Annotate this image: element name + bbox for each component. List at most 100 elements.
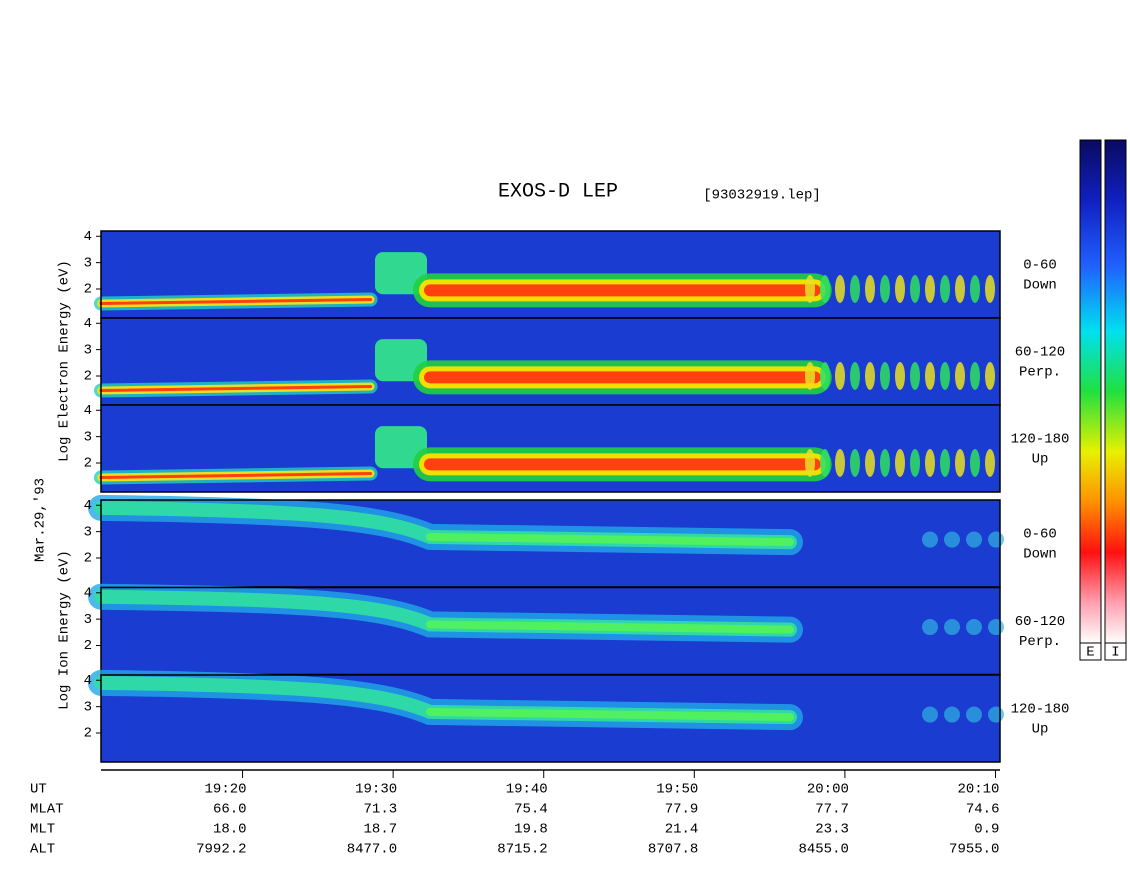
spectrogram-blob xyxy=(955,362,965,390)
x-tick-label: 19:30 xyxy=(355,782,397,798)
row-value: 8707.8 xyxy=(648,842,698,858)
y-tick-label: 4 xyxy=(84,673,92,689)
row-value: 19.8 xyxy=(514,822,548,838)
spectrogram-blob xyxy=(375,252,427,295)
panel-label: Down xyxy=(1023,278,1057,294)
panel-label: 120-180 xyxy=(1011,432,1070,448)
spectrogram-blob xyxy=(835,449,845,477)
spectrogram-band xyxy=(426,532,794,547)
spectrogram-blob xyxy=(925,362,935,390)
spectrogram-blob xyxy=(966,619,982,636)
spectrogram-blob xyxy=(865,362,875,390)
spectrogram-blob xyxy=(922,706,938,723)
y-tick-label: 2 xyxy=(84,369,92,385)
spectrogram-blob xyxy=(985,275,995,303)
spectrogram-blob xyxy=(925,275,935,303)
spectrogram-band xyxy=(99,472,373,479)
panel-label: 60-120 xyxy=(1015,614,1065,630)
plot-area: 2 3 4 0-60 Down 2 3 4 60-120 Perp. 2 3 4 120-180 Up 2 3 4… xyxy=(30,139,1127,858)
y-tick-label: 3 xyxy=(84,429,92,445)
y-tick-label: 3 xyxy=(84,342,92,358)
spectrogram-blob xyxy=(895,449,905,477)
spectrogram-blob xyxy=(850,362,860,390)
spectrogram-blob xyxy=(880,362,890,390)
spectrogram-blob xyxy=(895,362,905,390)
spectrogram-blob xyxy=(910,275,920,303)
y-tick-label: 2 xyxy=(84,456,92,472)
row-value: 7955.0 xyxy=(949,842,999,858)
x-tick-label: 20:00 xyxy=(807,782,849,798)
spectrogram-blob xyxy=(850,275,860,303)
spectrogram-blob xyxy=(925,449,935,477)
y-tick-label: 2 xyxy=(84,638,92,654)
row-label: UT xyxy=(30,782,47,798)
panel-label: Perp. xyxy=(1019,634,1061,650)
spectrogram-texture xyxy=(94,339,995,398)
spectrogram-blob xyxy=(910,449,920,477)
y-tick-label: 2 xyxy=(84,726,92,742)
spectrogram-texture xyxy=(88,583,1004,643)
spectrogram-blob xyxy=(955,275,965,303)
row-value: 8715.2 xyxy=(497,842,547,858)
spectrogram-blob xyxy=(850,449,860,477)
spectrogram-blob xyxy=(375,426,427,469)
colorbar xyxy=(1079,139,1102,644)
row-value: 77.7 xyxy=(815,802,849,818)
spectrogram-band xyxy=(94,675,797,725)
spectrogram-blob xyxy=(895,275,905,303)
ion-axis-label: Log Ion Energy (eV) xyxy=(57,550,73,710)
spectrogram-blob xyxy=(805,362,815,390)
y-tick-label: 2 xyxy=(84,551,92,567)
spectrogram-band xyxy=(94,589,797,637)
spectrogram-blob xyxy=(988,531,1004,548)
spectrogram-blob xyxy=(865,275,875,303)
spectrogram-texture xyxy=(88,494,1004,556)
y-tick-label: 3 xyxy=(84,699,92,715)
row-value: 74.6 xyxy=(966,802,1000,818)
panel-frame xyxy=(100,674,1001,763)
row-label: MLT xyxy=(30,822,55,838)
x-tick-label: 20:10 xyxy=(957,782,999,798)
spectrogram-blob xyxy=(880,449,890,477)
row-label: ALT xyxy=(30,842,55,858)
x-tick-label: 19:20 xyxy=(205,782,247,798)
x-tick-label: 19:40 xyxy=(506,782,548,798)
colorbar xyxy=(1104,139,1127,644)
panel-frame xyxy=(100,404,1001,493)
title: EXOS-D LEP xyxy=(498,180,618,203)
spectrogram-blob xyxy=(985,362,995,390)
spectrogram-blob xyxy=(820,449,830,477)
spectrogram-blob xyxy=(922,619,938,636)
y-tick-label: 4 xyxy=(84,498,92,514)
spectrogram-blob xyxy=(944,531,960,548)
spectrogram-blob xyxy=(940,449,950,477)
row-value: 21.4 xyxy=(665,822,699,838)
spectrogram-blob xyxy=(944,619,960,636)
spectrogram-texture xyxy=(94,426,995,485)
spectrogram-band xyxy=(99,385,373,392)
spectrogram-blob xyxy=(835,362,845,390)
y-tick-label: 4 xyxy=(84,585,92,601)
y-tick-label: 2 xyxy=(84,282,92,298)
row-value: 75.4 xyxy=(514,802,548,818)
y-tick-label: 4 xyxy=(84,229,92,245)
panel-label: 60-120 xyxy=(1015,345,1065,361)
row-value: 77.9 xyxy=(665,802,699,818)
row-label: MLAT xyxy=(30,802,64,818)
spectrogram-blob xyxy=(820,275,830,303)
panel-label: Perp. xyxy=(1019,365,1061,381)
row-value: 0.9 xyxy=(974,822,999,838)
spectrogram-blob xyxy=(922,531,938,548)
spectrogram-blob xyxy=(966,531,982,548)
spectrogram-blob xyxy=(835,275,845,303)
spectrogram-band xyxy=(94,500,797,550)
spectrogram-blob xyxy=(966,706,982,723)
panel-label: 0-60 xyxy=(1023,258,1057,274)
x-tick-label: 19:50 xyxy=(656,782,698,798)
spectrogram-blob xyxy=(910,362,920,390)
spectrogram-blob xyxy=(985,449,995,477)
spectrogram-band xyxy=(426,620,794,634)
spectrogram-band xyxy=(99,298,373,305)
panel-label: Up xyxy=(1032,452,1049,468)
colorbar-label-box xyxy=(1079,642,1102,661)
